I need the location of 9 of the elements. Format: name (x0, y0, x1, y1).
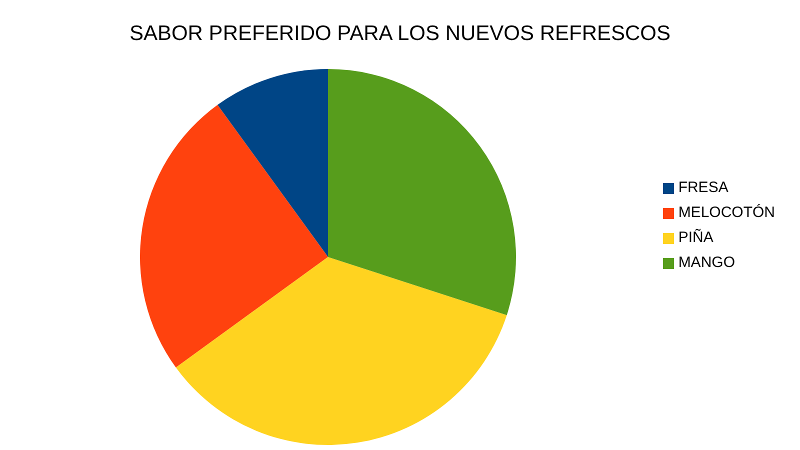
pie-slice (217, 69, 328, 257)
legend-label: PIÑA (678, 229, 714, 246)
pie-slice (176, 257, 507, 445)
legend-label: FRESA (678, 179, 728, 196)
pie-slice (140, 104, 328, 368)
pie-slice (328, 69, 516, 316)
legend-label: MANGO (678, 254, 735, 271)
chart-title: SABOR PREFERIDO PARA LOS NUEVOS REFRESCOS (128, 22, 672, 46)
legend-label: MELOCOTÓN (678, 204, 775, 221)
